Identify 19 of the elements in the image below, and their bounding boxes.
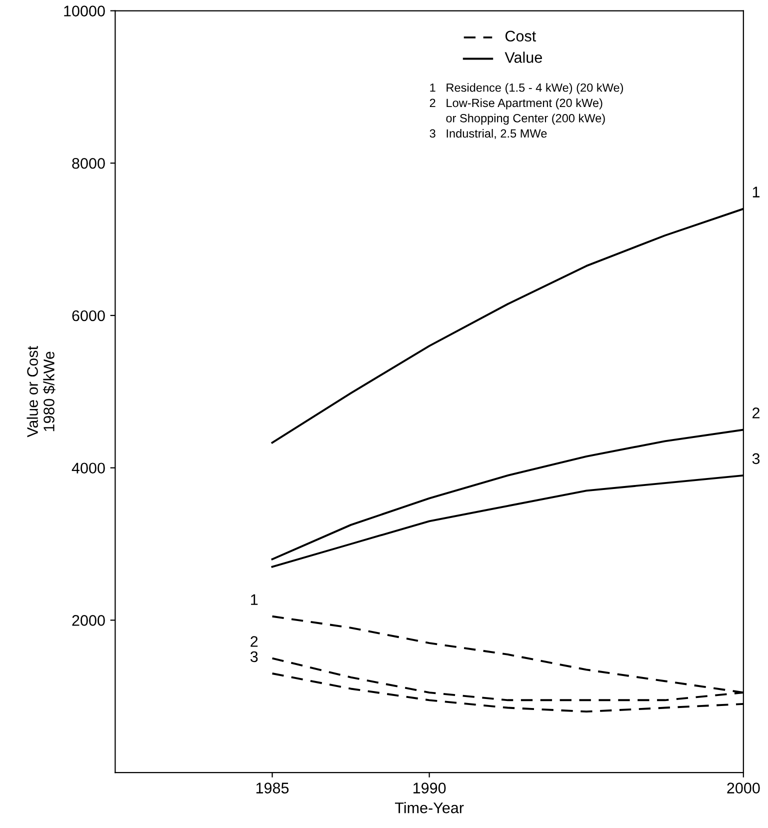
annotation: Value [504,52,542,63]
series-label: 2 [752,408,760,418]
y-tick-label: 8000 [72,158,105,169]
y-tick-label: 4000 [72,462,105,474]
series-label: 1 [752,186,760,198]
x-tick-label: 1985 [256,782,289,794]
annotation: Cost [505,30,536,42]
y-tick-label: 10000 [64,6,105,16]
y-tick-label: 2000 [72,615,105,626]
series-label: 1 [251,594,258,605]
series-label: 2 [250,636,258,647]
x-axis-title: Time-Year [394,802,464,814]
series-label: 3 [250,651,258,662]
series-label: 3 [752,453,760,464]
y-tick-label: 6000 [72,310,105,322]
x-tick-label: 1990 [413,782,446,794]
x-tick-label: 2000 [727,782,760,794]
y-axis-title: Value or Cost 1980 $/kWe [26,346,56,438]
annotation: 1 Residence (1.5 - 4 kWe) (20 kWe) 2 Low-Rise Apartment (20 kWe) or Shopping Center (200 kWe) 3 Industrial, 2.5 MWe [430,83,624,140]
